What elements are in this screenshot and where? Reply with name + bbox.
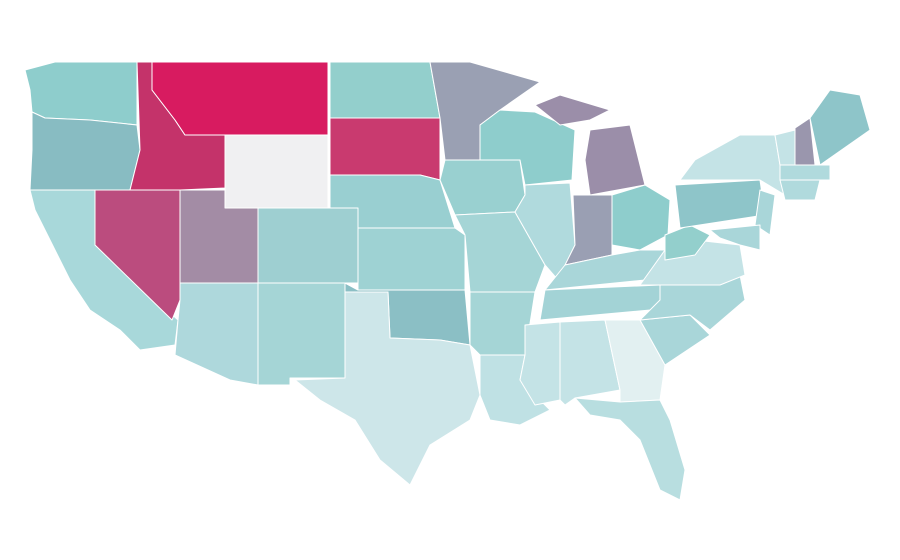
region <box>151 61 329 136</box>
region <box>224 134 329 209</box>
region <box>534 94 611 126</box>
region <box>779 179 821 201</box>
region <box>674 179 766 229</box>
region <box>257 282 346 386</box>
region <box>29 111 141 191</box>
region <box>754 189 776 236</box>
region <box>514 182 576 281</box>
region <box>709 224 761 251</box>
region <box>329 61 441 119</box>
region <box>639 274 746 331</box>
region <box>809 89 871 166</box>
region <box>611 184 671 251</box>
region <box>329 117 441 181</box>
region <box>24 61 138 126</box>
region <box>439 159 526 216</box>
region <box>257 207 359 284</box>
region <box>584 124 646 196</box>
region <box>174 282 259 386</box>
region <box>779 164 831 181</box>
region <box>357 227 466 291</box>
region <box>294 291 481 486</box>
region <box>574 397 686 501</box>
